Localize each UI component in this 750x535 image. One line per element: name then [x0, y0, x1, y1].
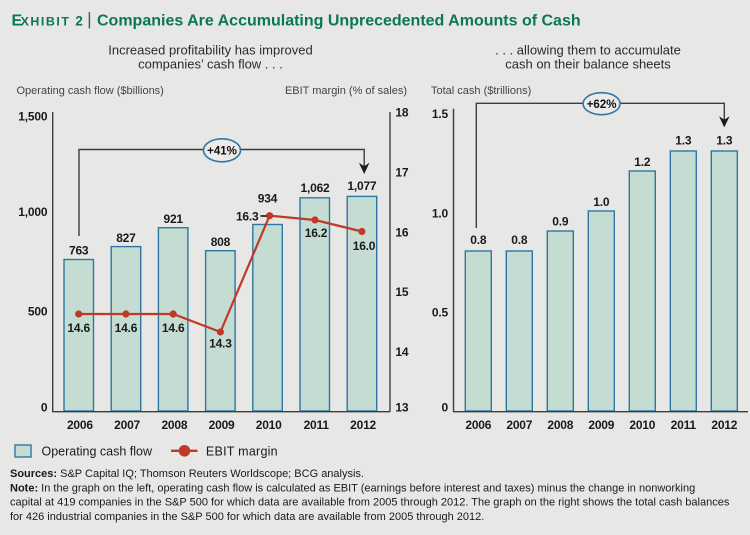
svg-text:2006: 2006: [465, 418, 491, 432]
svg-text:Note: In the graph on the left: Note: In the graph on the left, operatin…: [10, 482, 695, 494]
svg-text:921: 921: [163, 212, 183, 226]
svg-text:0.8: 0.8: [511, 233, 528, 247]
svg-text:1.0: 1.0: [432, 206, 449, 220]
svg-text:EBIT margin: EBIT margin: [206, 445, 278, 459]
svg-text:14.6: 14.6: [115, 321, 138, 335]
svg-text:934: 934: [258, 192, 278, 206]
svg-text:0.9: 0.9: [552, 215, 569, 229]
svg-text:14: 14: [395, 345, 408, 359]
svg-text:1.5: 1.5: [432, 107, 449, 121]
svg-text:Operating cash flow ($billions: Operating cash flow ($billions): [17, 85, 164, 97]
svg-text:2009: 2009: [209, 418, 235, 432]
svg-text:13: 13: [395, 401, 408, 415]
svg-text:0: 0: [442, 401, 449, 415]
svg-text:capital at 419 companies in th: capital at 419 companies in the S&P 500 …: [10, 497, 730, 509]
svg-text:2008: 2008: [547, 418, 573, 432]
svg-text:14.3: 14.3: [209, 337, 232, 351]
svg-text:E: E: [12, 12, 23, 29]
svg-text:18: 18: [395, 106, 408, 120]
svg-text:XHIBIT: XHIBIT: [21, 14, 71, 28]
svg-text:2007: 2007: [114, 418, 140, 432]
svg-text:2010: 2010: [256, 418, 282, 432]
svg-text:0.8: 0.8: [470, 233, 487, 247]
svg-text:1.0: 1.0: [593, 195, 610, 209]
svg-text:16.2: 16.2: [305, 226, 328, 240]
svg-text:2006: 2006: [67, 418, 93, 432]
svg-text:16.0: 16.0: [353, 239, 376, 253]
svg-text:763: 763: [69, 244, 89, 258]
svg-text:. . . allowing them to accumul: . . . allowing them to accumulate: [495, 43, 681, 58]
svg-text:14.6: 14.6: [162, 321, 185, 335]
svg-text:0.5: 0.5: [432, 306, 449, 320]
svg-text:1.2: 1.2: [634, 155, 651, 169]
svg-text:for 426 industrial companies i: for 426 industrial companies in the S&P …: [10, 511, 484, 523]
svg-text:2: 2: [75, 13, 82, 28]
svg-text:Companies Are Accumulating Unp: Companies Are Accumulating Unprecedented…: [97, 12, 581, 29]
svg-text:1.3: 1.3: [675, 134, 692, 148]
svg-text:2012: 2012: [350, 418, 376, 432]
svg-text:Sources: S&P Capital IQ; Thoms: Sources: S&P Capital IQ; Thomson Reuters…: [10, 468, 364, 480]
svg-text:500: 500: [28, 304, 48, 318]
svg-text:2009: 2009: [588, 418, 614, 432]
svg-text:Operating cash flow: Operating cash flow: [42, 445, 153, 459]
svg-text:1,000: 1,000: [18, 205, 48, 219]
svg-text:15: 15: [395, 285, 408, 299]
svg-text:companies’ cash flow . . .: companies’ cash flow . . .: [138, 57, 283, 72]
svg-text:2011: 2011: [304, 418, 330, 432]
svg-text:1.3: 1.3: [716, 134, 733, 148]
svg-text:0: 0: [41, 401, 48, 415]
svg-text:2008: 2008: [161, 418, 187, 432]
svg-text:EBIT margin (% of sales): EBIT margin (% of sales): [285, 85, 407, 97]
svg-text:2012: 2012: [711, 418, 737, 432]
svg-text:16.3: 16.3: [236, 210, 259, 224]
svg-text:2011: 2011: [671, 418, 697, 432]
svg-text:808: 808: [211, 235, 231, 249]
svg-text:2007: 2007: [506, 418, 532, 432]
svg-text:+62%: +62%: [587, 99, 617, 111]
svg-text:14.6: 14.6: [67, 321, 90, 335]
svg-text:Increased profitability has im: Increased profitability has improved: [108, 43, 313, 58]
svg-text:1,062: 1,062: [300, 181, 330, 195]
svg-text:827: 827: [116, 231, 136, 245]
svg-text:2010: 2010: [629, 418, 655, 432]
svg-text:Total cash ($trillions): Total cash ($trillions): [431, 85, 531, 97]
svg-text:cash on their balance sheets: cash on their balance sheets: [505, 57, 671, 72]
svg-text:17: 17: [395, 166, 408, 180]
svg-text:1,077: 1,077: [347, 179, 377, 193]
svg-text:16: 16: [395, 225, 408, 239]
svg-text:+41%: +41%: [207, 146, 237, 158]
svg-text:1,500: 1,500: [18, 110, 48, 124]
